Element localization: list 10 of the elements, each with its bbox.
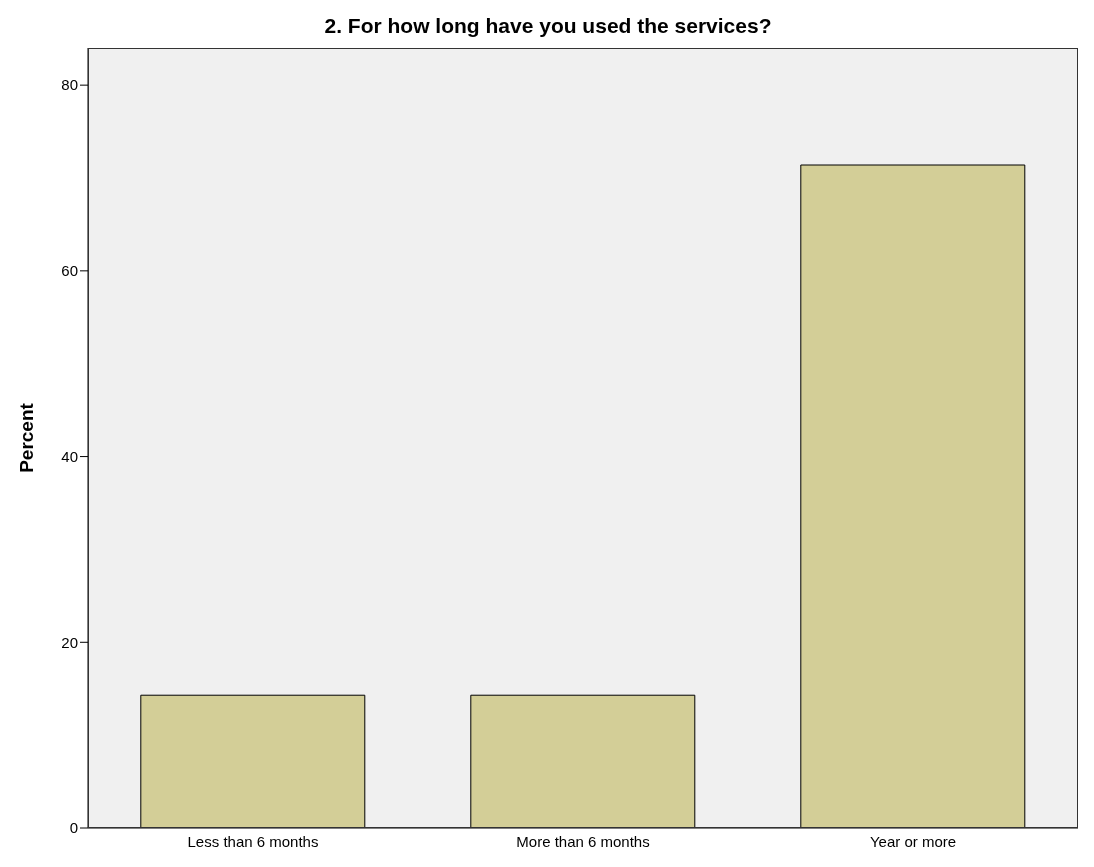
- y-axis-title: Percent: [15, 402, 37, 473]
- y-tick-label: 60: [61, 262, 78, 280]
- x-tick-label: Year or more: [869, 832, 957, 850]
- y-tick-label: 80: [61, 76, 78, 94]
- chart-title: 2. For how long have you used the services?: [323, 14, 773, 38]
- x-tick-label: More than 6 months: [516, 832, 650, 850]
- y-tick-label: 40: [61, 447, 78, 465]
- x-tick-label: Less than 6 months: [187, 832, 319, 850]
- y-tick-label: 20: [61, 633, 78, 651]
- y-tick-label: 0: [69, 819, 78, 837]
